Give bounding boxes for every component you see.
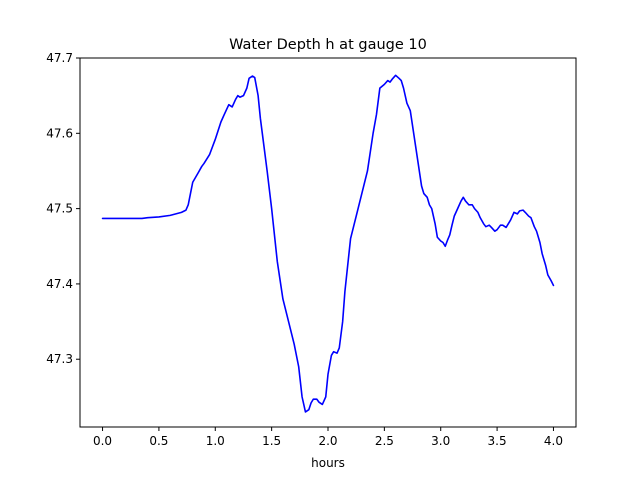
series-line-0 — [101, 74, 555, 413]
x-tick-label: 3.5 — [488, 434, 507, 448]
x-tick-label: 3.0 — [431, 434, 450, 448]
x-tick-label: 1.5 — [262, 434, 281, 448]
x-tick-label: 2.5 — [375, 434, 394, 448]
x-tick-label: 0.0 — [93, 434, 112, 448]
plot-area — [80, 58, 576, 427]
y-tick-label: 47.7 — [46, 51, 73, 65]
x-axis: 0.0 0.5 1.0 1.5 2.0 2.5 3.0 3.5 4.0 — [93, 427, 563, 448]
y-tick-label: 47.5 — [46, 202, 73, 216]
series-layer — [101, 74, 555, 413]
x-axis-label: hours — [311, 456, 345, 470]
chart-title: Water Depth h at gauge 10 — [229, 37, 427, 53]
x-tick-label: 2.0 — [318, 434, 337, 448]
y-tick-label: 47.4 — [46, 277, 73, 291]
x-tick-label: 0.5 — [149, 434, 168, 448]
x-tick-label: 1.0 — [206, 434, 225, 448]
x-tick-label: 4.0 — [544, 434, 563, 448]
y-axis: 47.3 47.4 47.5 47.6 47.7 — [46, 51, 80, 366]
y-tick-label: 47.3 — [46, 352, 73, 366]
y-tick-label: 47.6 — [46, 126, 73, 140]
